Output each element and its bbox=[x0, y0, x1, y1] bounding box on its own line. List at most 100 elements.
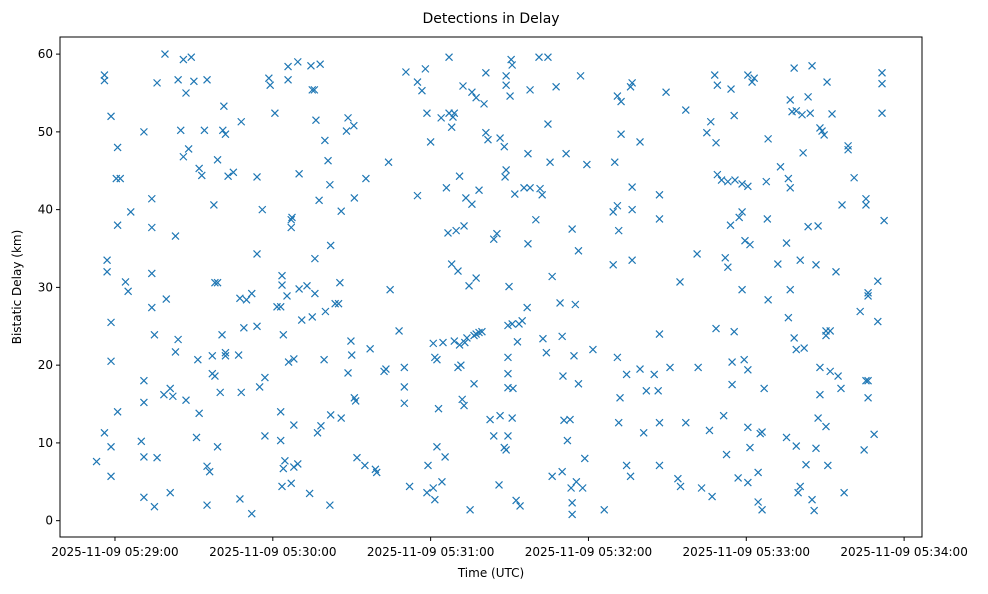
data-point bbox=[741, 236, 749, 245]
data-point bbox=[325, 180, 334, 189]
data-point bbox=[450, 337, 459, 345]
data-point bbox=[822, 422, 830, 431]
data-point bbox=[289, 355, 298, 363]
data-point bbox=[384, 158, 393, 167]
data-point bbox=[255, 382, 264, 391]
data-point bbox=[218, 126, 227, 135]
data-point bbox=[746, 240, 754, 249]
data-point bbox=[193, 355, 202, 364]
data-point bbox=[103, 267, 112, 276]
data-point bbox=[92, 457, 101, 466]
data-point bbox=[258, 205, 267, 214]
data-point bbox=[873, 277, 882, 286]
data-point bbox=[288, 213, 296, 222]
data-point bbox=[763, 215, 772, 223]
data-point bbox=[475, 186, 483, 195]
data-point bbox=[790, 334, 799, 342]
data-point bbox=[315, 196, 324, 205]
data-point bbox=[126, 208, 135, 216]
data-point bbox=[381, 365, 390, 373]
data-point bbox=[558, 467, 567, 476]
data-point bbox=[870, 430, 879, 439]
data-point bbox=[235, 294, 244, 303]
data-point bbox=[727, 85, 735, 94]
x-axis-label: Time (UTC) bbox=[457, 566, 524, 580]
data-point bbox=[837, 384, 845, 393]
data-point bbox=[103, 256, 112, 265]
data-point bbox=[796, 256, 805, 265]
data-point bbox=[460, 401, 468, 410]
data-point bbox=[218, 330, 226, 339]
data-point bbox=[864, 376, 873, 385]
data-point bbox=[209, 201, 218, 209]
data-point bbox=[465, 281, 473, 290]
data-point bbox=[762, 177, 771, 186]
data-point bbox=[247, 289, 256, 298]
data-point bbox=[502, 166, 511, 174]
data-point bbox=[566, 415, 574, 424]
data-point bbox=[317, 421, 325, 430]
data-point bbox=[509, 384, 517, 393]
data-point bbox=[478, 327, 486, 336]
data-point bbox=[307, 61, 315, 70]
data-point bbox=[508, 320, 517, 328]
data-point bbox=[337, 414, 346, 422]
data-point bbox=[706, 117, 715, 126]
data-point bbox=[773, 260, 782, 268]
data-point bbox=[437, 113, 446, 122]
data-point bbox=[153, 78, 161, 87]
data-point bbox=[730, 327, 739, 336]
data-point bbox=[439, 338, 447, 347]
data-point bbox=[681, 418, 690, 427]
data-point bbox=[211, 372, 219, 380]
data-point bbox=[570, 351, 578, 360]
y-axis: 0 10 20 30 40 50 60 bbox=[38, 47, 60, 528]
data-point bbox=[139, 398, 148, 407]
data-point bbox=[171, 348, 180, 356]
data-point bbox=[107, 112, 115, 121]
data-point bbox=[495, 480, 503, 489]
data-point bbox=[310, 85, 319, 94]
data-point bbox=[372, 468, 381, 477]
data-point bbox=[878, 79, 886, 88]
data-point bbox=[576, 71, 585, 80]
data-point bbox=[786, 96, 795, 104]
data-point bbox=[574, 379, 583, 388]
x-tick-label: 2025-11-09 05:32:00 bbox=[525, 545, 652, 559]
data-point bbox=[441, 452, 450, 461]
data-point bbox=[161, 50, 169, 59]
data-point bbox=[862, 194, 870, 203]
data-point bbox=[429, 484, 438, 492]
data-point bbox=[237, 117, 246, 126]
data-point bbox=[472, 274, 481, 282]
data-point bbox=[460, 338, 469, 347]
data-point bbox=[792, 106, 801, 115]
data-point bbox=[544, 53, 552, 62]
data-point bbox=[806, 109, 815, 118]
data-point bbox=[726, 221, 735, 230]
data-point bbox=[502, 71, 511, 80]
data-point bbox=[516, 501, 524, 510]
data-point bbox=[276, 302, 285, 311]
data-point bbox=[810, 506, 819, 515]
data-point bbox=[617, 130, 626, 139]
data-point bbox=[278, 271, 286, 280]
data-point bbox=[613, 92, 622, 101]
data-point bbox=[468, 88, 476, 97]
data-point bbox=[524, 239, 532, 248]
data-point bbox=[137, 437, 146, 446]
data-point bbox=[505, 282, 513, 291]
data-point bbox=[712, 138, 720, 147]
data-point bbox=[826, 367, 835, 376]
data-point bbox=[520, 183, 528, 192]
data-point bbox=[124, 287, 133, 296]
data-point bbox=[334, 299, 343, 308]
data-point bbox=[316, 60, 325, 69]
data-point bbox=[297, 316, 306, 324]
data-point bbox=[360, 461, 369, 470]
data-point bbox=[814, 414, 823, 422]
data-point bbox=[234, 351, 243, 359]
data-point bbox=[740, 355, 749, 364]
data-point bbox=[568, 498, 577, 507]
